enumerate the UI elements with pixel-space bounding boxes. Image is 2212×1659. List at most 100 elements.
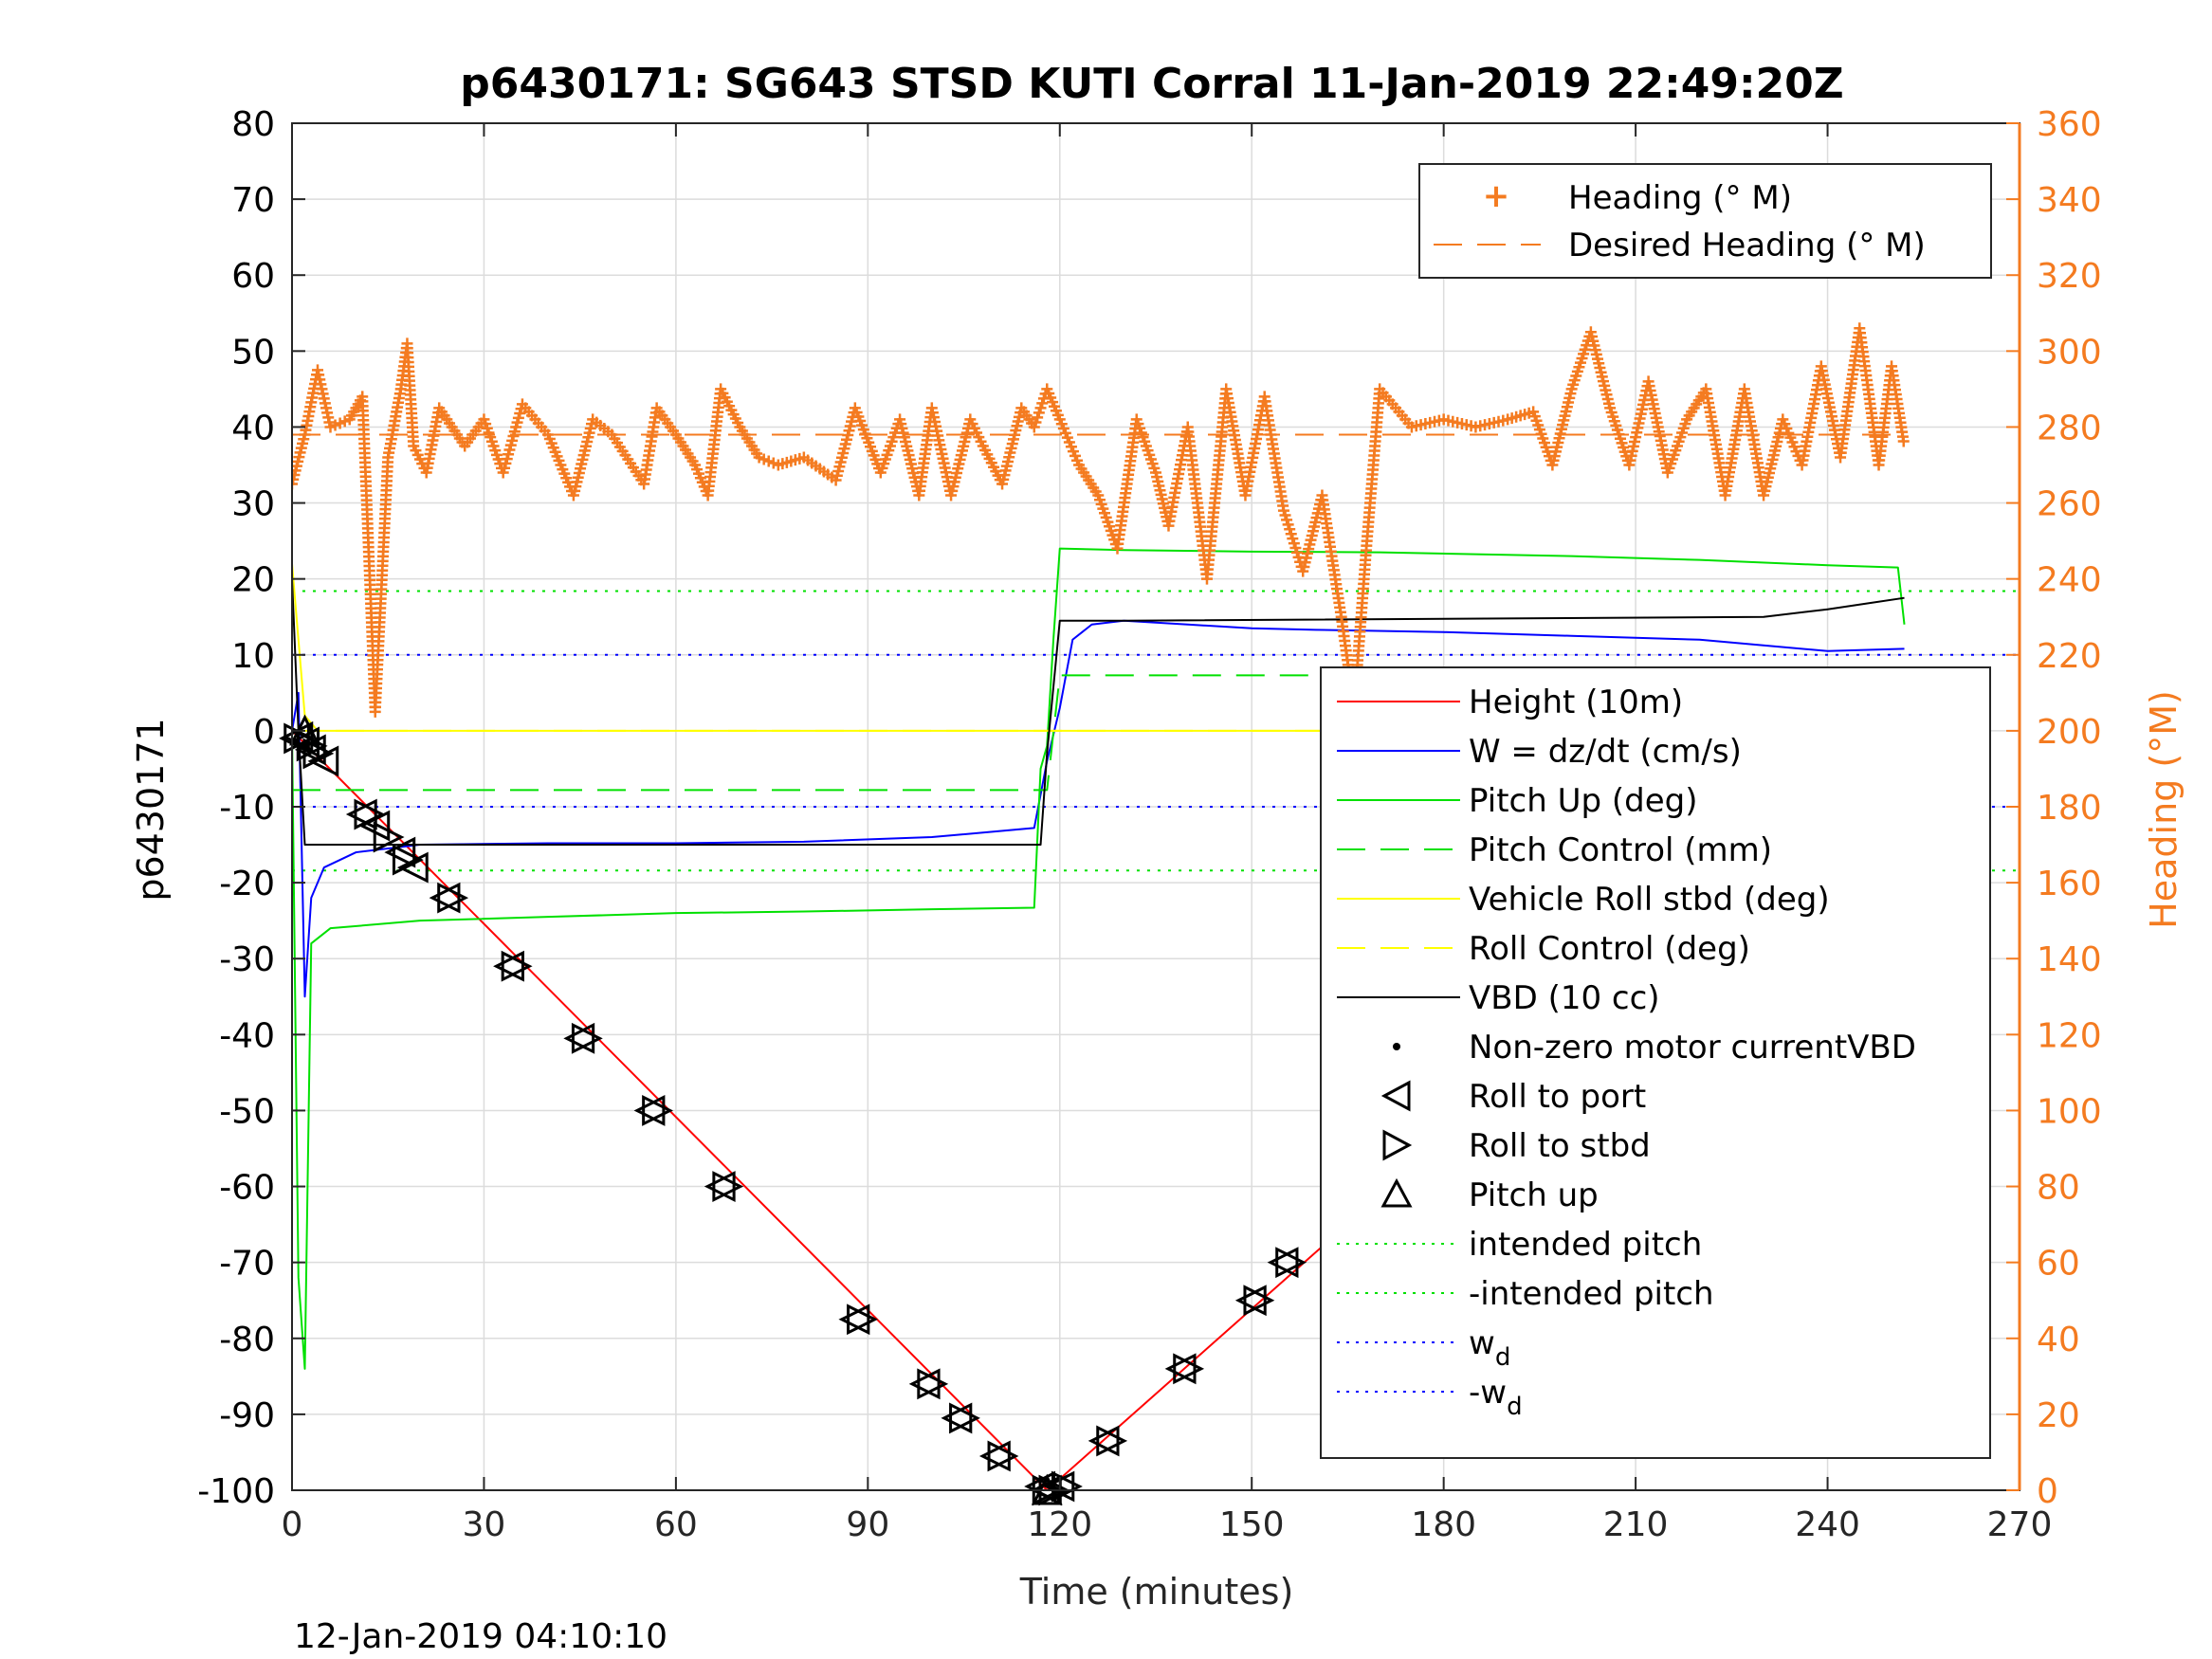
legend-wd-subscript: d — [1495, 1343, 1511, 1372]
y-axis-left-label: p6430171 — [130, 718, 172, 901]
legend-heading: + Heading (° M) Desired Heading (° M) — [1418, 163, 1992, 279]
y-right-tick-label: 160 — [2037, 865, 2102, 903]
y-right-tick-label: 80 — [2037, 1169, 2080, 1208]
triangle-right-marker — [847, 1304, 878, 1336]
y-right-tick-label: 180 — [2037, 789, 2102, 828]
triangle-right-marker — [917, 1368, 949, 1400]
triangle-right-marker — [373, 821, 405, 853]
y-right-tick-label: 320 — [2037, 257, 2102, 296]
y-left-tick-label: -20 — [219, 865, 275, 903]
legend-roll-control-label: Roll Control (deg) — [1469, 930, 1750, 968]
heading-point — [292, 478, 298, 490]
triangle-left-marker — [345, 798, 377, 830]
triangle-left-marker — [396, 851, 429, 884]
legend-neg-wd-subscript: d — [1507, 1393, 1523, 1421]
legend-pitch-up-label: Pitch Up (deg) — [1469, 782, 1697, 820]
x-tick-label: 60 — [654, 1505, 698, 1544]
triangle-left-marker — [704, 1171, 736, 1202]
x-tick-label: 240 — [1795, 1505, 1860, 1544]
legend-neg-intended-pitch-label: -intended pitch — [1469, 1275, 1714, 1313]
series-vbd — [292, 578, 1905, 847]
y-axis-left: 80 70 60 50 40 30 20 10 0 -10 -20 -30 -40 -50 -60 -70 -8… — [197, 105, 305, 1511]
y-left-tick-label: 0 — [253, 713, 275, 752]
y-left-tick-label: 10 — [231, 637, 275, 676]
triangle-right-marker — [1243, 1285, 1275, 1317]
y-right-tick-label: 220 — [2037, 637, 2102, 676]
y-left-tick-label: -40 — [219, 1016, 275, 1055]
legend-vehicle-roll-label: Vehicle Roll stbd (deg) — [1469, 881, 1830, 919]
legend-main: Height (10m) W = dz/dt (cm/s) Pitch Up (… — [1320, 666, 1991, 1459]
triangle-right-marker — [987, 1440, 1019, 1472]
legend-wd-label: wd — [1469, 1324, 1510, 1372]
x-tick-label: 120 — [1027, 1505, 1092, 1544]
y-right-tick-label: 20 — [2037, 1396, 2080, 1435]
triangle-right-marker — [642, 1095, 673, 1126]
y-left-tick-label: -100 — [197, 1472, 275, 1511]
triangle-right-marker — [949, 1402, 980, 1434]
footer-timestamp: 12-Jan-2019 04:10:10 — [294, 1617, 667, 1656]
y-left-tick-label: 60 — [231, 257, 275, 296]
y-left-tick-label: -30 — [219, 940, 275, 979]
legend-desired-heading-label: Desired Heading (° M) — [1568, 227, 1926, 264]
legend-pitch-up-marker-label: Pitch up — [1469, 1176, 1599, 1214]
y-left-tick-label: 20 — [231, 561, 275, 600]
triangle-left-marker — [838, 1304, 870, 1336]
y-right-tick-label: 280 — [2037, 409, 2102, 447]
x-tick-label: 90 — [846, 1505, 889, 1544]
y-right-tick-label: 0 — [2037, 1472, 2058, 1511]
y-right-tick-label: 120 — [2037, 1016, 2102, 1055]
y-right-tick-label: 100 — [2037, 1092, 2102, 1131]
y-axis-right: 3603403203002802602402202001801601401201… — [2006, 105, 2102, 1511]
triangle-right-marker — [712, 1171, 744, 1202]
triangle-right-marker — [392, 844, 424, 876]
triangle-right-marker — [1096, 1425, 1128, 1457]
legend-roll-to-port-label: Roll to port — [1469, 1078, 1646, 1116]
legend-wd-main: w — [1469, 1324, 1495, 1362]
y-left-tick-label: -90 — [219, 1396, 275, 1435]
y-right-tick-label: 240 — [2037, 561, 2102, 600]
triangle-left-marker — [978, 1440, 1011, 1472]
legend-heading-marker: + — [1483, 177, 1510, 215]
triangle-right-marker — [1173, 1353, 1205, 1385]
y-right-tick-label: 260 — [2037, 485, 2102, 524]
legend-pitch-up-marker — [1380, 1177, 1413, 1208]
y-right-tick-label: 360 — [2037, 105, 2102, 144]
series-layer — [292, 322, 1910, 1490]
legend-heading-box — [1418, 163, 1992, 279]
y-right-tick-label: 340 — [2037, 181, 2102, 220]
legend-pitch-control-label: Pitch Control (mm) — [1469, 831, 1772, 869]
y-left-tick-label: 80 — [231, 105, 275, 144]
triangle-right-marker — [1275, 1247, 1307, 1279]
legend-motor-current-dot — [1393, 1043, 1400, 1050]
legend-height-label: Height (10m) — [1469, 684, 1683, 721]
triangle-right-marker — [501, 950, 533, 982]
triangle-right-marker — [354, 798, 386, 830]
legend-roll-to-stbd-marker — [1382, 1129, 1413, 1161]
triangle-left-marker — [307, 745, 339, 777]
y-left-tick-label: -10 — [219, 789, 275, 828]
legend-neg-wd-label: -wd — [1469, 1374, 1523, 1421]
triangle-right-marker — [437, 882, 469, 914]
legend-roll-to-stbd-label: Roll to stbd — [1469, 1127, 1651, 1165]
chart-title: p6430171: SG643 STSD KUTI Corral 11-Jan-… — [460, 60, 1843, 108]
y-left-tick-label: -70 — [219, 1245, 275, 1284]
y-right-tick-label: 60 — [2037, 1245, 2080, 1284]
y-left-tick-label: 70 — [231, 181, 275, 220]
triangle-left-marker — [493, 950, 524, 982]
x-tick-label: 270 — [1987, 1505, 2053, 1544]
x-tick-label: 150 — [1219, 1505, 1285, 1544]
triangle-left-marker — [633, 1095, 666, 1126]
x-axis-label: Time (minutes) — [1019, 1571, 1294, 1613]
x-tick-label: 180 — [1411, 1505, 1476, 1544]
triangle-left-marker — [1234, 1285, 1267, 1317]
y-right-tick-label: 40 — [2037, 1321, 2080, 1359]
y-left-tick-label: -60 — [219, 1169, 275, 1208]
triangle-left-marker — [563, 1022, 595, 1054]
y-left-tick-label: 30 — [231, 485, 275, 524]
heading-point — [1897, 435, 1910, 447]
triangle-right-marker — [296, 730, 328, 762]
legend-roll-to-port-marker — [1380, 1080, 1411, 1112]
triangle-left-marker — [1267, 1247, 1299, 1279]
y-left-tick-label: -50 — [219, 1092, 275, 1131]
